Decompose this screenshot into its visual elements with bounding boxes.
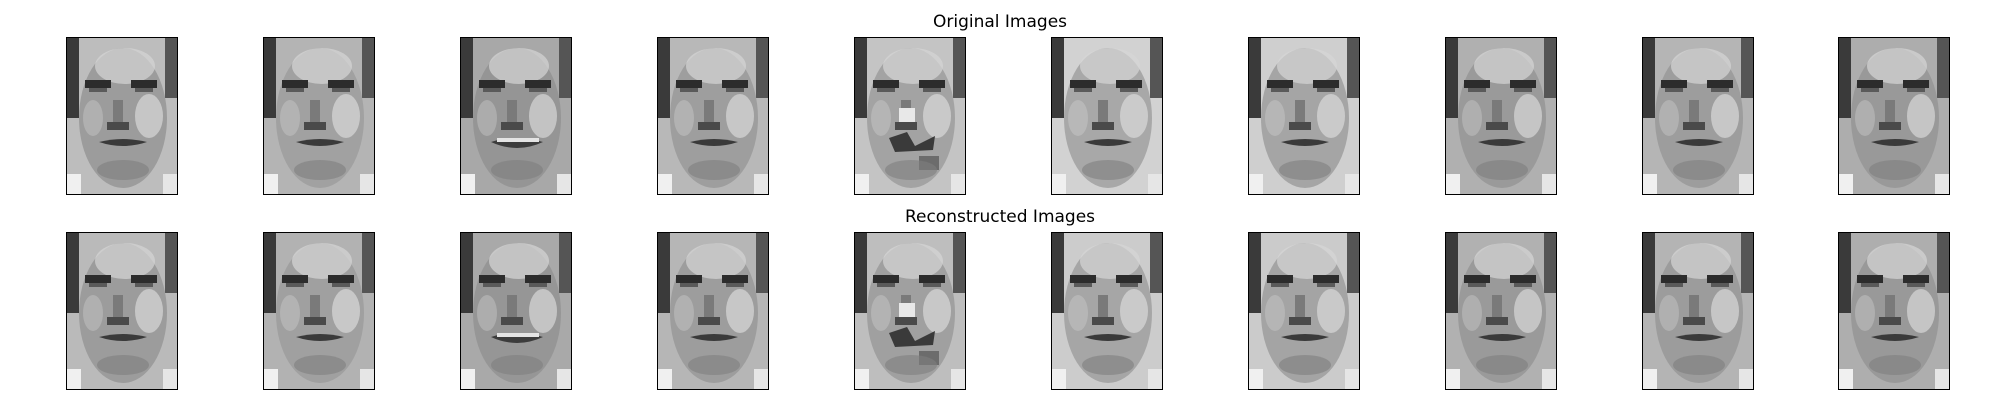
face-picture: [1249, 38, 1359, 194]
reconstructed-face-image: [1838, 232, 1950, 390]
reconstructed-face-image: [657, 232, 769, 390]
reconstructed-face-image: [1642, 232, 1754, 390]
original-face-image: [263, 37, 375, 195]
original-face-image: [854, 37, 966, 195]
face-picture: [1052, 38, 1162, 194]
original-face-image: [1838, 37, 1950, 195]
face-picture: [658, 233, 768, 389]
face-picture: [461, 233, 571, 389]
original-face-image: [1051, 37, 1163, 195]
reconstructed-face-image: [1051, 232, 1163, 390]
face-picture: [1643, 38, 1753, 194]
original-face-image: [460, 37, 572, 195]
face-picture: [264, 233, 374, 389]
original-images-title: Original Images: [932, 12, 1068, 32]
face-picture: [658, 38, 768, 194]
face-picture: [67, 233, 177, 389]
face-picture: [1446, 233, 1556, 389]
face-picture: [1052, 233, 1162, 389]
original-face-image: [1642, 37, 1754, 195]
reconstructed-face-image: [854, 232, 966, 390]
reconstructed-face-image: [1445, 232, 1557, 390]
face-picture: [461, 38, 571, 194]
original-face-image: [1248, 37, 1360, 195]
reconstructed-face-image: [460, 232, 572, 390]
face-picture: [1839, 38, 1949, 194]
reconstructed-face-image: [263, 232, 375, 390]
reconstructed-face-image: [66, 232, 178, 390]
reconstructed-images-row: [0, 232, 2000, 390]
face-picture: [1839, 233, 1949, 389]
face-picture: [264, 38, 374, 194]
original-face-image: [66, 37, 178, 195]
original-face-image: [1445, 37, 1557, 195]
face-picture: [855, 233, 965, 389]
face-picture: [67, 38, 177, 194]
reconstructed-face-image: [1248, 232, 1360, 390]
face-picture: [1446, 38, 1556, 194]
reconstructed-images-title: Reconstructed Images: [904, 207, 1096, 227]
face-picture: [1643, 233, 1753, 389]
face-picture: [855, 38, 965, 194]
face-picture: [1249, 233, 1359, 389]
original-face-image: [657, 37, 769, 195]
original-images-row: [0, 37, 2000, 195]
